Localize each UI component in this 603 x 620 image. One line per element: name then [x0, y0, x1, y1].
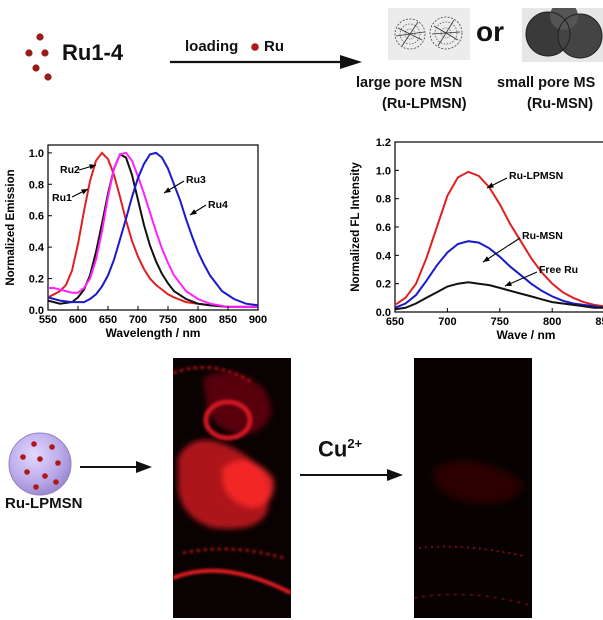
annotation-arrowhead — [190, 209, 197, 215]
y-tick-label: 1.0 — [376, 165, 391, 177]
small-pore-label-line2: (Ru-MSN) — [527, 96, 594, 112]
ru-label: Ru1-4 — [62, 40, 124, 65]
series-annotation: Free Ru — [539, 264, 578, 276]
y-tick-label: 0.4 — [29, 242, 45, 254]
annotation-arrow — [482, 237, 521, 263]
series-annotation: Ru1 — [52, 192, 72, 204]
y-tick-label: 0.6 — [376, 222, 391, 234]
x-axis-label: Wavelength / nm — [106, 326, 201, 340]
loading-ru-label: Ru — [264, 38, 284, 55]
y-tick-label: 0.6 — [29, 211, 44, 223]
ru-dot — [25, 49, 33, 57]
annotation-arrowhead — [164, 187, 171, 193]
small-pore-label-line1: small pore MS — [497, 75, 596, 91]
y-tick-label: 0.8 — [29, 179, 44, 191]
annotation-arrowhead — [505, 280, 512, 286]
y-tick-label: 0.8 — [376, 194, 391, 206]
loading-ru-dot — [251, 43, 259, 51]
y-axis-label: Normalized Emission — [5, 169, 17, 285]
x-tick-label: 600 — [69, 314, 87, 326]
y-tick-label: 0.4 — [376, 250, 392, 262]
large-pore-tem-image — [388, 8, 470, 60]
or-label: or — [476, 16, 504, 47]
y-tick-label: 0.0 — [376, 307, 391, 319]
series-annotation: Ru-LPMSN — [509, 170, 563, 182]
loading-label: loading — [185, 38, 239, 55]
fl-intensity-chart: 650700750800850900.00.20.40.60.81.01.2Wa… — [350, 137, 603, 342]
y-axis-label: Normalized FL Intensity — [350, 162, 362, 292]
y-tick-label: 0.2 — [29, 274, 44, 286]
series-annotation: Ru3 — [186, 174, 206, 186]
y-tick-label: 1.2 — [376, 137, 391, 149]
ru-lpmsn-particle — [8, 432, 72, 496]
arrow-to-cell-head — [136, 461, 152, 473]
x-tick-label: 850 — [595, 316, 603, 328]
plot-frame — [47, 144, 259, 311]
x-axis-label: Wave / nm — [497, 328, 556, 342]
loading-arrow-head — [340, 55, 362, 69]
series-line-ru-lpmsn — [394, 170, 603, 308]
ru-dot — [32, 64, 40, 72]
x-tick-label: 800 — [543, 316, 561, 328]
large-pore-label-line1: large pore MSN — [356, 75, 463, 91]
x-tick-label: 700 — [129, 314, 147, 326]
large-pore-label-line2: (Ru-LPMSN) — [382, 96, 467, 112]
x-tick-label: 550 — [39, 314, 57, 326]
x-tick-label: 850 — [219, 314, 237, 326]
annotation-arrowhead — [89, 164, 96, 170]
series-line-ru3 — [48, 151, 258, 308]
annotation-arrowhead — [81, 189, 88, 195]
emission-chart: 550 600 650 700 750 800 850 900 0.0 0.2 0.4 0.6 0.8 1… — [5, 144, 267, 340]
ru-dot — [44, 73, 52, 81]
ru-dots — [25, 33, 52, 81]
scheme-bottom — [8, 432, 403, 496]
plot-frame — [394, 141, 603, 313]
y-tick-label: 0.2 — [376, 279, 391, 291]
small-pore-tem-image — [522, 8, 603, 62]
series-annotation: Ru-MSN — [522, 230, 563, 242]
x-tick-label: 700 — [438, 316, 456, 328]
x-tick-label: 750 — [491, 316, 509, 328]
x-tick-label: 800 — [189, 314, 207, 326]
series-line-ru-msn — [394, 240, 603, 309]
series-line-free-ru — [394, 281, 603, 311]
ru-dot — [41, 49, 49, 57]
series-annotation: Ru2 — [60, 164, 80, 176]
cell-image-after — [414, 358, 532, 618]
x-tick-label: 650 — [386, 316, 404, 328]
series-line-ru4 — [47, 151, 259, 307]
x-tick-label: 900 — [249, 314, 267, 326]
cu-label: Cu2+ — [318, 436, 363, 462]
y-tick-label: 0.0 — [29, 305, 44, 317]
series-annotation: Ru4 — [208, 199, 228, 211]
annotation-arrowhead — [483, 256, 490, 262]
annotation-arrowhead — [487, 182, 494, 188]
particle-ru-dots — [20, 441, 61, 490]
cu-arrow-head — [387, 469, 403, 481]
x-tick-label: 650 — [99, 314, 117, 326]
x-tick-label: 750 — [159, 314, 177, 326]
y-tick-label: 1.0 — [29, 148, 44, 160]
scheme-top — [25, 33, 362, 81]
cell-image-before — [173, 358, 291, 618]
series-line-ru2 — [47, 151, 258, 308]
ru-dot — [36, 33, 44, 41]
particle-label: Ru-LPMSN — [5, 495, 83, 512]
